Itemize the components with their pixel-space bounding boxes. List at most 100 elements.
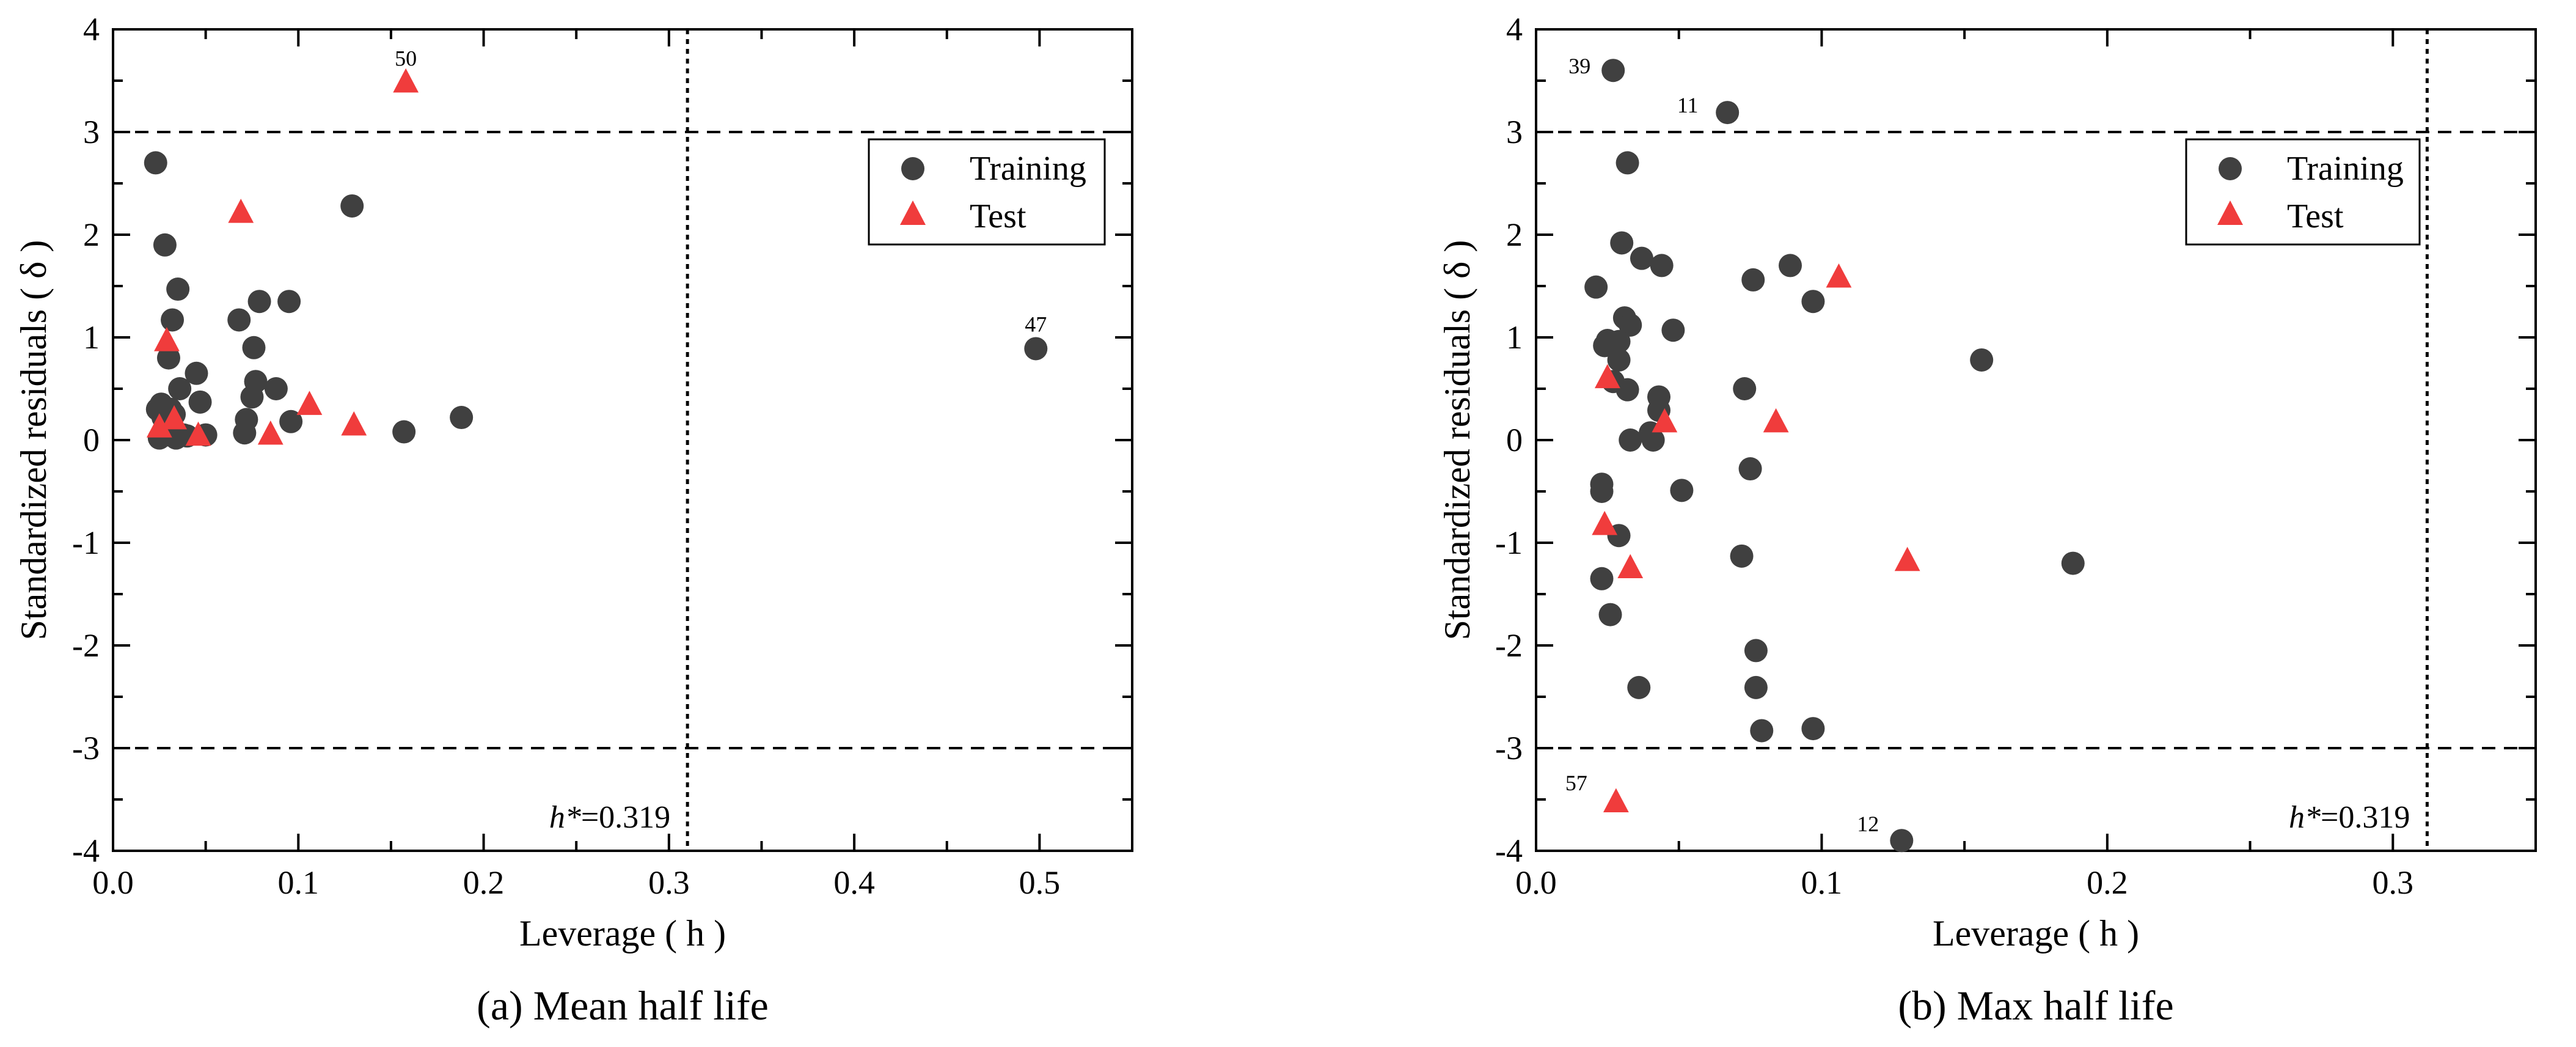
y-tick-label: 3: [1506, 114, 1523, 150]
h-star-value: =0.319: [2321, 800, 2410, 835]
training-point: [1970, 348, 1994, 372]
legend-test-label: Test: [2287, 197, 2344, 235]
x-tick-label: 0.3: [648, 864, 690, 901]
legend-training-label: Training: [970, 150, 1086, 188]
training-point: [1641, 428, 1665, 452]
legend-test-label: Test: [970, 197, 1026, 235]
training-point: [161, 308, 185, 332]
training-point: [1661, 318, 1685, 342]
training-point: [1801, 290, 1825, 314]
test-point: [161, 405, 187, 430]
test-point: [341, 411, 367, 436]
y-tick-label: 2: [1506, 216, 1523, 253]
training-point: [188, 390, 212, 414]
h-star-label: h*=0.319: [549, 800, 670, 835]
test-point: [154, 327, 180, 351]
training-point: [153, 233, 177, 257]
point-annotation: 12: [1857, 812, 1879, 836]
training-point: [1716, 101, 1740, 125]
training-point: [166, 277, 190, 301]
legend-box: [868, 138, 1106, 246]
h-star-symbol: h*: [2289, 800, 2321, 835]
point-annotation: 50: [395, 46, 417, 70]
x-tick-label: 0.5: [1019, 864, 1061, 901]
x-tick-label: 0.1: [1801, 864, 1843, 901]
training-point: [450, 406, 474, 430]
training-point: [1601, 59, 1625, 83]
training-point: [1615, 378, 1639, 402]
training-point: [1733, 377, 1757, 400]
training-point: [1619, 428, 1642, 452]
point-annotation: 47: [1025, 312, 1047, 336]
y-tick-label: 3: [83, 114, 100, 150]
training-point: [1744, 639, 1768, 663]
y-tick-label: 1: [1506, 319, 1523, 356]
x-tick-label: 0.0: [1515, 864, 1557, 901]
point-annotation: 11: [1677, 93, 1699, 117]
training-point: [1619, 313, 1642, 337]
legend-training-marker: [2219, 157, 2242, 180]
training-point: [1738, 457, 1762, 481]
panel-caption: (a) Mean half life: [477, 982, 769, 1029]
legend-test-marker: [2217, 200, 2243, 225]
y-tick-label: -3: [1495, 730, 1523, 766]
training-point: [279, 410, 303, 433]
y-tick-label: 4: [1506, 11, 1523, 48]
y-tick-label: 0: [83, 422, 100, 458]
training-point: [235, 408, 258, 432]
y-tick-label: -4: [1495, 832, 1523, 869]
training-point: [1615, 151, 1639, 175]
training-point: [2061, 551, 2085, 575]
training-point: [1607, 348, 1631, 372]
y-tick-label: -3: [72, 730, 100, 766]
panel-caption: (b) Max half life: [1898, 982, 2173, 1029]
point-annotation: 57: [1565, 771, 1587, 795]
test-point: [1826, 263, 1852, 288]
training-point: [1779, 254, 1802, 277]
h-star-label: h*=0.319: [2289, 800, 2410, 835]
y-tick-label: 4: [83, 11, 100, 48]
training-point: [1650, 254, 1674, 277]
training-point: [1610, 231, 1634, 255]
training-point: [1744, 675, 1768, 699]
y-axis-title: Standardized residuals ( δ ): [1437, 240, 1477, 641]
chart-panel-a: 0.0 0.1 0.2 0.3 0.4 0.5 -4 -3 -2 -1 0 1 2 3 4 Leverage …: [13, 11, 1133, 1029]
training-point: [242, 336, 266, 359]
y-tick-label: 0: [1506, 422, 1523, 458]
legend-box: [2185, 138, 2421, 246]
legend-training-marker: [901, 157, 924, 180]
test-point: [393, 68, 419, 93]
training-point: [264, 377, 288, 400]
test-point: [1594, 364, 1620, 389]
y-tick-label: -1: [72, 524, 100, 561]
training-point: [1801, 717, 1825, 741]
h-star-value: =0.319: [581, 800, 670, 835]
training-point: [1670, 479, 1694, 502]
training-point: [1590, 480, 1614, 503]
test-point: [1652, 408, 1678, 433]
training-point: [244, 370, 268, 394]
test-point: [1592, 510, 1618, 535]
training-point: [185, 361, 208, 385]
training-point: [1024, 337, 1048, 361]
x-tick-label: 0.1: [278, 864, 320, 901]
legend-test-marker: [900, 200, 926, 225]
y-tick-label: 2: [83, 216, 100, 253]
x-tick-label: 0.4: [833, 864, 875, 901]
y-axis-title: Standardized residuals ( δ ): [13, 240, 54, 641]
x-tick-label: 0.3: [2373, 864, 2414, 901]
training-point: [1750, 719, 1774, 743]
x-axis-title: Leverage ( h ): [1933, 913, 2139, 953]
h-star-symbol: h*: [549, 800, 581, 835]
training-point: [168, 377, 192, 400]
x-tick-label: 0.2: [463, 864, 505, 901]
training-point: [1590, 567, 1614, 590]
training-point: [247, 290, 271, 314]
training-point: [277, 290, 301, 314]
training-point: [1593, 334, 1617, 358]
test-point: [1603, 788, 1629, 812]
training-point: [1584, 275, 1608, 299]
training-point: [1741, 268, 1765, 292]
